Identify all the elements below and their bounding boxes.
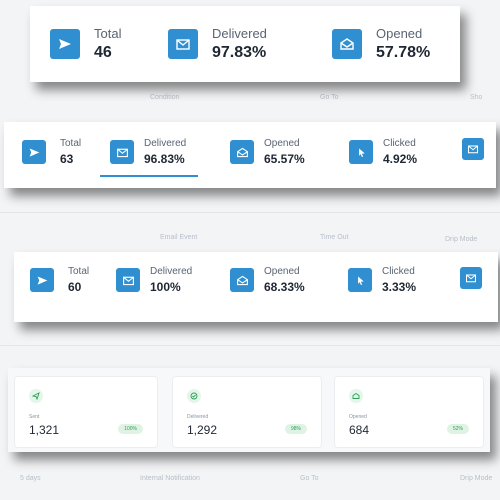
stat-label: Total: [60, 138, 82, 149]
stat-clicked[interactable]: Clicked 3.33%: [348, 266, 416, 294]
stat-label: Opened: [264, 138, 300, 149]
mail-open-icon: [230, 140, 254, 164]
mail-check-icon: [116, 268, 140, 292]
bg-label: Sho: [470, 94, 483, 101]
percent-badge: 52%: [446, 424, 469, 434]
stat-value: 57.78%: [376, 44, 431, 61]
stat-opened[interactable]: Opened 65.57%: [230, 138, 305, 166]
check-circle-icon: [187, 389, 201, 403]
stat-label: Delivered: [150, 266, 193, 277]
stat-value: 3.33%: [382, 280, 417, 294]
stat-value: 63: [60, 152, 74, 166]
stat-label: Clicked: [383, 138, 416, 149]
stat-card-sent: Sent 1,321 100%: [14, 376, 158, 448]
stats-panel-3: Total 60 Delivered 100% Opened 68.33% Cl…: [14, 252, 498, 322]
cursor-click-icon: [349, 140, 373, 164]
stats-panel-2: Total 63 Delivered 96.83% Opened 65.57% …: [4, 122, 496, 188]
stat-value: 96.83%: [144, 152, 185, 166]
cursor-click-icon: [348, 268, 372, 292]
percent-badge: 100%: [118, 424, 143, 434]
stat-total[interactable]: Total 60: [30, 266, 89, 294]
bg-label: Drip Mode: [460, 475, 493, 482]
bg-label: Go To: [320, 94, 339, 101]
stat-opened: Opened 57.78%: [332, 26, 430, 62]
stat-label: Sent: [29, 414, 40, 420]
active-tab-underline: [100, 175, 198, 177]
stat-clicked[interactable]: Clicked 4.92%: [349, 138, 417, 166]
stat-label: Total: [94, 26, 122, 41]
stat-value: 68.33%: [264, 280, 305, 294]
mail-open-icon: [332, 29, 362, 59]
stat-label: Total: [68, 266, 90, 277]
mail-reply-icon: [462, 138, 484, 160]
bg-label: Condition: [150, 94, 180, 101]
stat-label: Clicked: [382, 266, 415, 277]
stat-value: 1,321: [29, 423, 60, 437]
stat-total[interactable]: Total 63: [22, 138, 81, 166]
mail-check-icon: [110, 140, 134, 164]
paper-plane-icon: [50, 29, 80, 59]
stat-label: Opened: [264, 266, 300, 277]
stat-label: Opened: [376, 26, 423, 41]
stat-replied[interactable]: [462, 138, 484, 160]
mail-check-icon: [168, 29, 198, 59]
stat-total: Total 46: [50, 26, 121, 62]
stat-label: Delivered: [187, 414, 209, 420]
mail-open-icon: [349, 389, 363, 403]
stat-replied[interactable]: [460, 267, 482, 289]
stat-value: 97.83%: [212, 44, 267, 61]
bg-label: Drip Mode: [445, 236, 478, 243]
stat-delivered[interactable]: Delivered 100%: [116, 266, 192, 294]
stat-label: Delivered: [144, 138, 187, 149]
mail-reply-icon: [460, 267, 482, 289]
stat-delivered[interactable]: Delivered 96.83%: [110, 138, 186, 166]
stat-label: Delivered: [212, 26, 267, 41]
stat-card-opened: Opened 684 52%: [334, 376, 484, 448]
stat-delivered: Delivered 97.83%: [168, 26, 267, 62]
paper-plane-icon: [30, 268, 54, 292]
paper-plane-icon: [22, 140, 46, 164]
stat-opened[interactable]: Opened 68.33%: [230, 266, 305, 294]
bg-label: 5 days: [20, 475, 41, 482]
bg-label: Internal Notification: [140, 475, 200, 482]
bg-label: Time Out: [320, 234, 349, 241]
stat-value: 1,292: [187, 423, 218, 437]
stat-value: 4.92%: [383, 152, 418, 166]
stat-label: Opened: [349, 414, 367, 420]
send-icon: [29, 389, 43, 403]
stat-value: 60: [68, 280, 82, 294]
stat-value: 684: [349, 423, 370, 437]
bg-divider: [0, 212, 500, 213]
bg-label: Email Event: [160, 234, 198, 241]
bg-divider: [0, 345, 500, 346]
mail-open-icon: [230, 268, 254, 292]
stats-panel-1: Total 46 Delivered 97.83% Opened 57.78%: [30, 6, 460, 82]
stat-value: 100%: [150, 280, 181, 294]
stats-panel-4: Sent 1,321 100% Delivered 1,292 98% Open…: [8, 368, 490, 452]
stat-value: 46: [94, 44, 112, 61]
percent-badge: 98%: [284, 424, 307, 434]
stat-value: 65.57%: [264, 152, 305, 166]
stat-card-delivered: Delivered 1,292 98%: [172, 376, 322, 448]
bg-label: Go To: [300, 475, 319, 482]
